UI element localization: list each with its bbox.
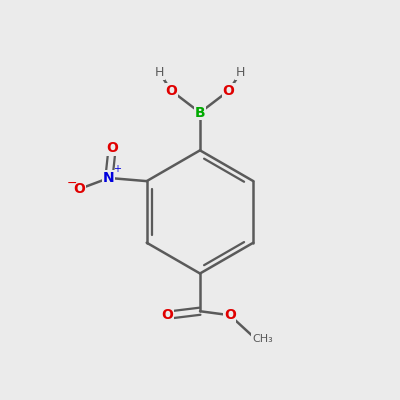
Text: O: O <box>223 84 234 98</box>
Text: O: O <box>166 84 177 98</box>
Text: −: − <box>67 177 77 190</box>
Text: O: O <box>224 308 236 322</box>
Text: CH₃: CH₃ <box>252 334 273 344</box>
Text: O: O <box>73 182 85 196</box>
Text: O: O <box>106 141 118 155</box>
Text: O: O <box>162 308 173 322</box>
Text: +: + <box>113 164 121 174</box>
Text: H: H <box>236 66 245 79</box>
Text: H: H <box>155 66 164 79</box>
Text: N: N <box>103 171 115 185</box>
Text: B: B <box>195 106 205 120</box>
